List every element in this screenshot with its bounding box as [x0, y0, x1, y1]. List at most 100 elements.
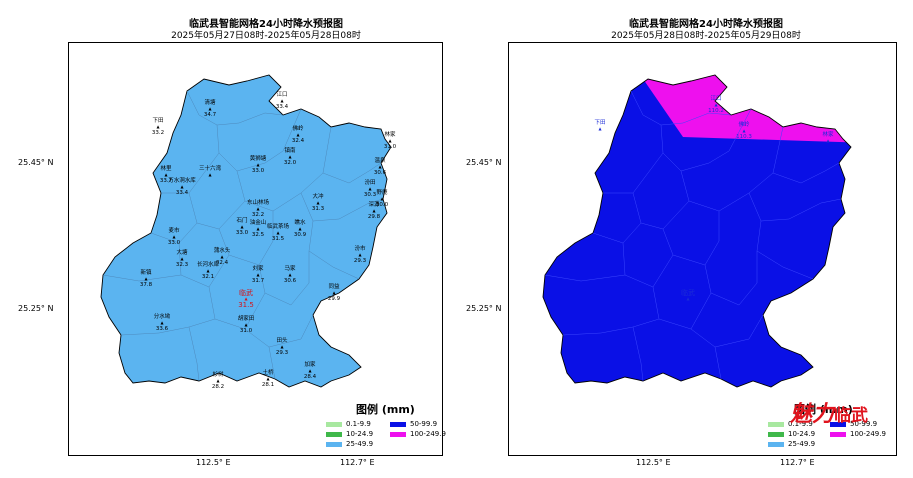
station-name: 刘家: [252, 266, 264, 272]
station-marker-icon: ▲: [256, 206, 260, 211]
right-lat-label-1: 25.45° N: [466, 158, 502, 167]
station-name: 万水洞水库: [168, 178, 196, 184]
station-value: 29.3: [275, 350, 289, 356]
left-map-title: 临武县智能网格24小时降水预报图: [189, 19, 343, 30]
station-value: 30.9: [293, 232, 307, 238]
station-value: 28.4: [303, 374, 317, 380]
station-label: 大冲 ▲ 31.3: [300, 194, 336, 212]
station-value: 110.2: [708, 108, 724, 114]
station-label: 江口 ▲ 33.4: [264, 92, 300, 110]
station-marker-icon: ▲: [686, 296, 690, 301]
station-label: 麦市 ▲ 33.0: [156, 228, 192, 246]
right-township-borders: [544, 90, 842, 382]
station-value: 33.2: [151, 130, 165, 136]
station-marker-icon: ▲: [276, 230, 280, 235]
station-label: 同益 ▲ 29.9: [316, 284, 352, 302]
station-name: 清塘: [204, 100, 216, 106]
station-label: 新镇 ▲ 37.8: [128, 270, 164, 288]
station-value: 37.8: [139, 282, 153, 288]
right-legend-item-5: 25-49.9: [768, 440, 815, 448]
watermark-name: 临武: [834, 406, 869, 426]
station-value: 28.2: [211, 384, 225, 390]
left-legend-title: 图例 (mm): [356, 403, 415, 416]
station-label: 石门 ▲ 33.0: [224, 218, 260, 236]
station-label: 万水洞水库 ▲ 33.4: [164, 178, 200, 196]
station-value: 31.3: [311, 206, 325, 212]
right-map-subtitle: 2025年05月28日08时-2025年05月29日08时: [611, 31, 801, 41]
station-value: 31.5: [271, 236, 285, 242]
station-value: 32.5: [251, 232, 265, 238]
station-marker-icon: ▲: [598, 126, 602, 131]
station-marker-icon: ▲: [208, 172, 212, 177]
station-label: 镇南 ▲ 32.0: [272, 148, 308, 166]
station-name: 石门: [236, 218, 248, 224]
station-label: 胡家田 ▲ 31.0: [228, 316, 264, 334]
right-lon-label-2: 112.7° E: [780, 458, 815, 467]
station-value: 33.0: [235, 230, 249, 236]
station-marker-icon: ▲: [826, 138, 830, 143]
legend-label: 0.1-9.9: [346, 420, 371, 428]
station-marker-icon: ▲: [380, 196, 384, 201]
station-marker-icon: ▲: [742, 128, 746, 133]
right-lat-label-2: 25.25° N: [466, 304, 502, 313]
station-label: 三十六湾 ▲: [192, 166, 228, 178]
station-label: 油金山 ▲ 32.5: [240, 220, 276, 238]
station-marker-icon: ▲: [216, 378, 220, 383]
right-legend-item-4: 100-249.9: [830, 430, 886, 438]
station-name: 加家: [304, 362, 316, 368]
left-legend-item-2: 50-99.9: [390, 420, 437, 428]
station-value: 32.1: [201, 274, 215, 280]
right-map-frame: [508, 42, 897, 456]
station-marker-icon: ▲: [332, 290, 336, 295]
legend-label: 50-99.9: [850, 420, 878, 428]
station-label: 刘家 ▲ 31.7: [240, 266, 276, 284]
station-marker-icon: ▲: [368, 186, 372, 191]
station-name: 汾田: [364, 180, 376, 186]
station-label: 分水坳 ▲ 33.6: [144, 314, 180, 332]
station-label: 临武 ▲ 31.5: [228, 290, 264, 309]
station-marker-icon: ▲: [288, 272, 292, 277]
station-marker-icon: ▲: [180, 184, 184, 189]
station-label: 深源 ▲ 29.8: [356, 202, 392, 220]
station-name: 大冲: [312, 194, 324, 200]
station-name: 黄狮塘: [249, 156, 267, 162]
station-name: 东山林场: [246, 200, 269, 206]
station-label: 温泉 ▲ 30.6: [362, 158, 398, 176]
station-name: 新镇: [140, 270, 152, 276]
legend-swatch: [768, 421, 784, 427]
legend-swatch: [326, 431, 342, 437]
station-marker-icon: ▲: [358, 252, 362, 257]
station-value: 30.3: [363, 192, 377, 198]
legend-swatch: [768, 431, 784, 437]
station-label: 林家 ▲: [810, 132, 846, 144]
legend-label: 10-24.9: [788, 430, 816, 438]
watermark-logo: 魅力临武: [790, 396, 868, 428]
station-marker-icon: ▲: [280, 98, 284, 103]
station-value: 34.7: [203, 112, 217, 118]
station-marker-icon: ▲: [220, 254, 224, 259]
station-value: 110.3: [736, 134, 752, 140]
station-label: 黄狮塘 ▲ 33.0: [240, 156, 276, 174]
station-marker-icon: ▲: [244, 322, 248, 327]
legend-swatch: [830, 421, 846, 427]
station-value: 33.6: [155, 326, 169, 332]
station-marker-icon: ▲: [308, 368, 312, 373]
station-name: 三十六湾: [198, 166, 221, 172]
station-name: 江口: [276, 92, 288, 98]
station-marker-icon: ▲: [266, 376, 270, 381]
left-legend: 图例 (mm) 0.1-9.9 50-99.9 10-24.9 100-249.…: [322, 401, 446, 453]
station-value: 30.6: [373, 170, 387, 176]
right-legend-item-2: 50-99.9: [830, 420, 877, 428]
station-value: 33.7: [159, 178, 173, 184]
station-label: 临武 ▲: [670, 290, 706, 302]
left-lon-label-2: 112.7° E: [340, 458, 375, 467]
station-marker-icon: ▲: [160, 320, 164, 325]
station-value: 33.0: [167, 240, 181, 246]
station-label: 清塘 ▲ 34.7: [192, 100, 228, 118]
station-label: 大塘 ▲ 32.3: [164, 250, 200, 268]
station-label: 瞧水 ▲ 30.9: [282, 220, 318, 238]
station-label: 田头 ▲ 29.3: [264, 338, 300, 356]
legend-label: 25-49.9: [788, 440, 816, 448]
left-map-subtitle: 2025年05月27日08时-2025年05月28日08时: [171, 31, 361, 41]
station-marker-icon: ▲: [240, 224, 244, 229]
